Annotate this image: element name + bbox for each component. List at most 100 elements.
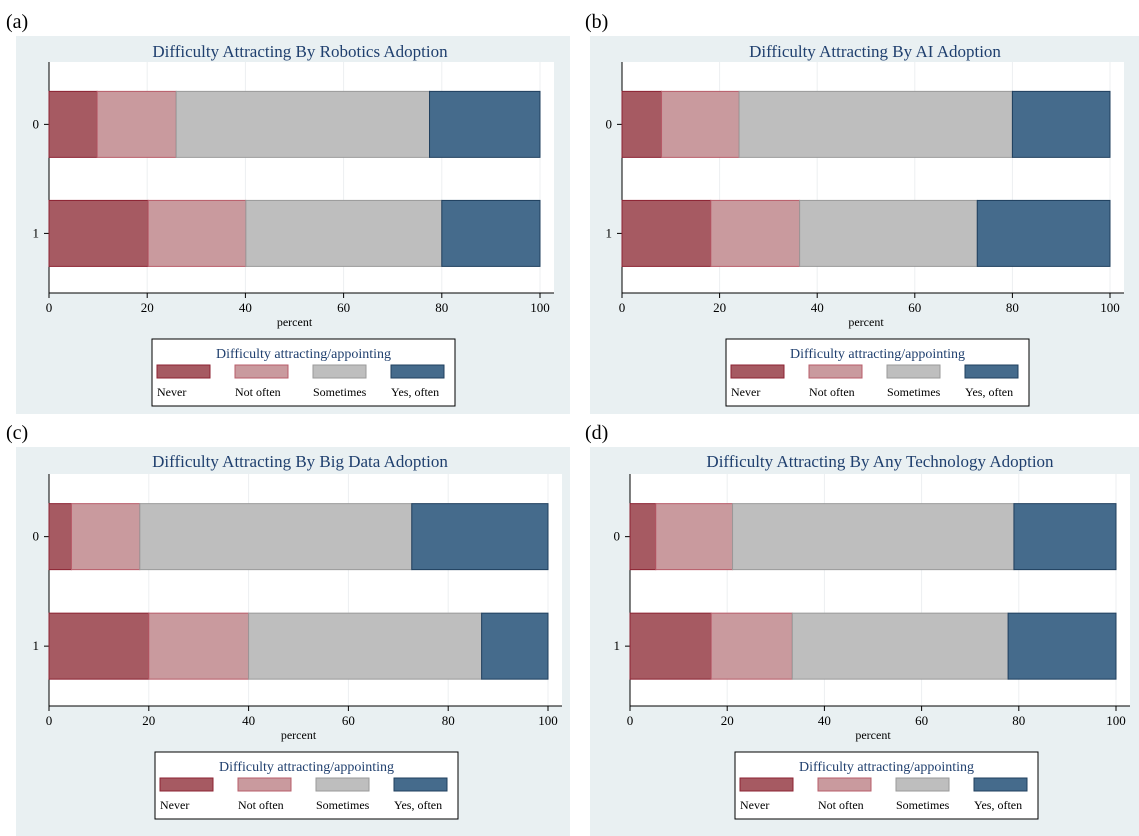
bar-segment: [245, 199, 443, 267]
bar-segment: [96, 90, 177, 158]
legend: Difficulty attracting/appointing Never Not…: [151, 338, 456, 407]
x-tick-label: 0: [619, 300, 626, 315]
bar-segment: [175, 90, 431, 158]
bar-segment: [441, 199, 541, 267]
chart-panel-3: (c) Difficulty Attracting By Big Data Ado…: [6, 422, 570, 836]
bar-segment: [148, 612, 250, 680]
legend-label: Not often: [235, 385, 281, 399]
bar-segment: [481, 612, 549, 680]
chart-title: Difficulty Attracting By Big Data Adopti…: [152, 452, 448, 471]
x-tick-label: 40: [242, 713, 255, 728]
x-tick-label: 20: [721, 713, 734, 728]
panel-letter: (a): [6, 11, 28, 33]
y-tick-label: 0: [606, 116, 613, 131]
bar-segment: [655, 503, 734, 571]
legend-title: Difficulty attracting/appointing: [799, 760, 974, 775]
panel-letter: (b): [585, 11, 608, 33]
legend: Difficulty attracting/appointing Never Not…: [154, 751, 459, 820]
legend-label: Yes, often: [391, 385, 439, 399]
x-tick-label: 100: [1106, 713, 1126, 728]
x-tick-label: 100: [1100, 300, 1120, 315]
panel-letter: (c): [6, 422, 28, 444]
bar-segment: [429, 90, 541, 158]
chart-panel-4: (d) Difficulty Attracting By Any Technolo…: [585, 422, 1139, 836]
bar-segment: [147, 199, 247, 267]
x-axis-label: percent: [281, 728, 317, 742]
x-tick-label: 20: [713, 300, 726, 315]
y-tick-label: 0: [33, 116, 40, 131]
legend-swatch: [973, 777, 1028, 792]
legend-swatch: [895, 777, 950, 792]
legend: Difficulty attracting/appointing Never Not…: [734, 751, 1039, 820]
y-tick-label: 1: [33, 225, 40, 240]
bar-segment: [791, 612, 1009, 680]
legend-label: Never: [160, 798, 189, 812]
chart-title: Difficulty Attracting By AI Adoption: [749, 42, 1001, 61]
legend-label: Not often: [809, 385, 855, 399]
x-tick-label: 40: [811, 300, 824, 315]
bar-segment: [48, 199, 149, 267]
chart-title: Difficulty Attracting By Robotics Adopti…: [152, 42, 448, 61]
bar-segment: [976, 199, 1111, 267]
legend-label: Yes, often: [974, 798, 1022, 812]
bar-segment: [70, 503, 141, 571]
bar-segment: [661, 90, 740, 158]
legend-swatch: [390, 364, 445, 379]
x-tick-label: 0: [46, 300, 53, 315]
x-tick-label: 80: [435, 300, 448, 315]
legend-label: Sometimes: [313, 385, 367, 399]
x-tick-label: 80: [1012, 713, 1025, 728]
legend-swatch: [234, 364, 289, 379]
chart-title: Difficulty Attracting By Any Technology …: [706, 452, 1054, 471]
legend: Difficulty attracting/appointing Never Not…: [725, 338, 1030, 407]
bar-segment: [48, 612, 150, 680]
bar-segment: [1007, 612, 1117, 680]
chart-panel-1: (a) Difficulty Attracting By Robotics Ado…: [6, 11, 570, 414]
bar-segment: [732, 503, 1015, 571]
legend-label: Never: [157, 385, 186, 399]
x-tick-label: 80: [442, 713, 455, 728]
legend-swatch: [159, 777, 214, 792]
chart-panel-2: (b) Difficulty Attracting By AI Adoption 0…: [585, 11, 1139, 414]
x-tick-label: 60: [908, 300, 921, 315]
legend-swatch: [156, 364, 211, 379]
legend-label: Not often: [238, 798, 284, 812]
x-tick-label: 100: [530, 300, 550, 315]
bar-segment: [629, 612, 712, 680]
legend-title: Difficulty attracting/appointing: [219, 760, 394, 775]
bar-segment: [621, 90, 663, 158]
legend-swatch: [237, 777, 292, 792]
x-tick-label: 40: [239, 300, 252, 315]
legend-swatch: [808, 364, 863, 379]
legend-label: Never: [740, 798, 769, 812]
bar-segment: [629, 503, 657, 571]
legend-swatch: [886, 364, 941, 379]
bar-segment: [411, 503, 549, 571]
legend-label: Not often: [818, 798, 864, 812]
y-tick-label: 1: [33, 638, 40, 653]
legend-swatch: [730, 364, 785, 379]
bar-segment: [48, 503, 72, 571]
x-tick-label: 60: [342, 713, 355, 728]
legend-label: Never: [731, 385, 760, 399]
legend-swatch: [964, 364, 1019, 379]
legend-swatch: [393, 777, 448, 792]
legend-title: Difficulty attracting/appointing: [216, 347, 391, 362]
x-tick-label: 80: [1006, 300, 1019, 315]
bar-segment: [1013, 503, 1117, 571]
bar-segment: [248, 612, 483, 680]
x-tick-label: 60: [337, 300, 350, 315]
y-tick-label: 1: [614, 638, 621, 653]
bar-segment: [139, 503, 413, 571]
legend-label: Sometimes: [887, 385, 941, 399]
x-axis-label: percent: [277, 315, 313, 329]
bar-segment: [710, 199, 801, 267]
x-tick-label: 0: [46, 713, 53, 728]
legend-label: Sometimes: [896, 798, 950, 812]
bar-segment: [48, 90, 98, 158]
x-tick-label: 0: [627, 713, 634, 728]
bar-segment: [738, 90, 1013, 158]
x-tick-label: 20: [142, 713, 155, 728]
legend-label: Yes, often: [965, 385, 1013, 399]
